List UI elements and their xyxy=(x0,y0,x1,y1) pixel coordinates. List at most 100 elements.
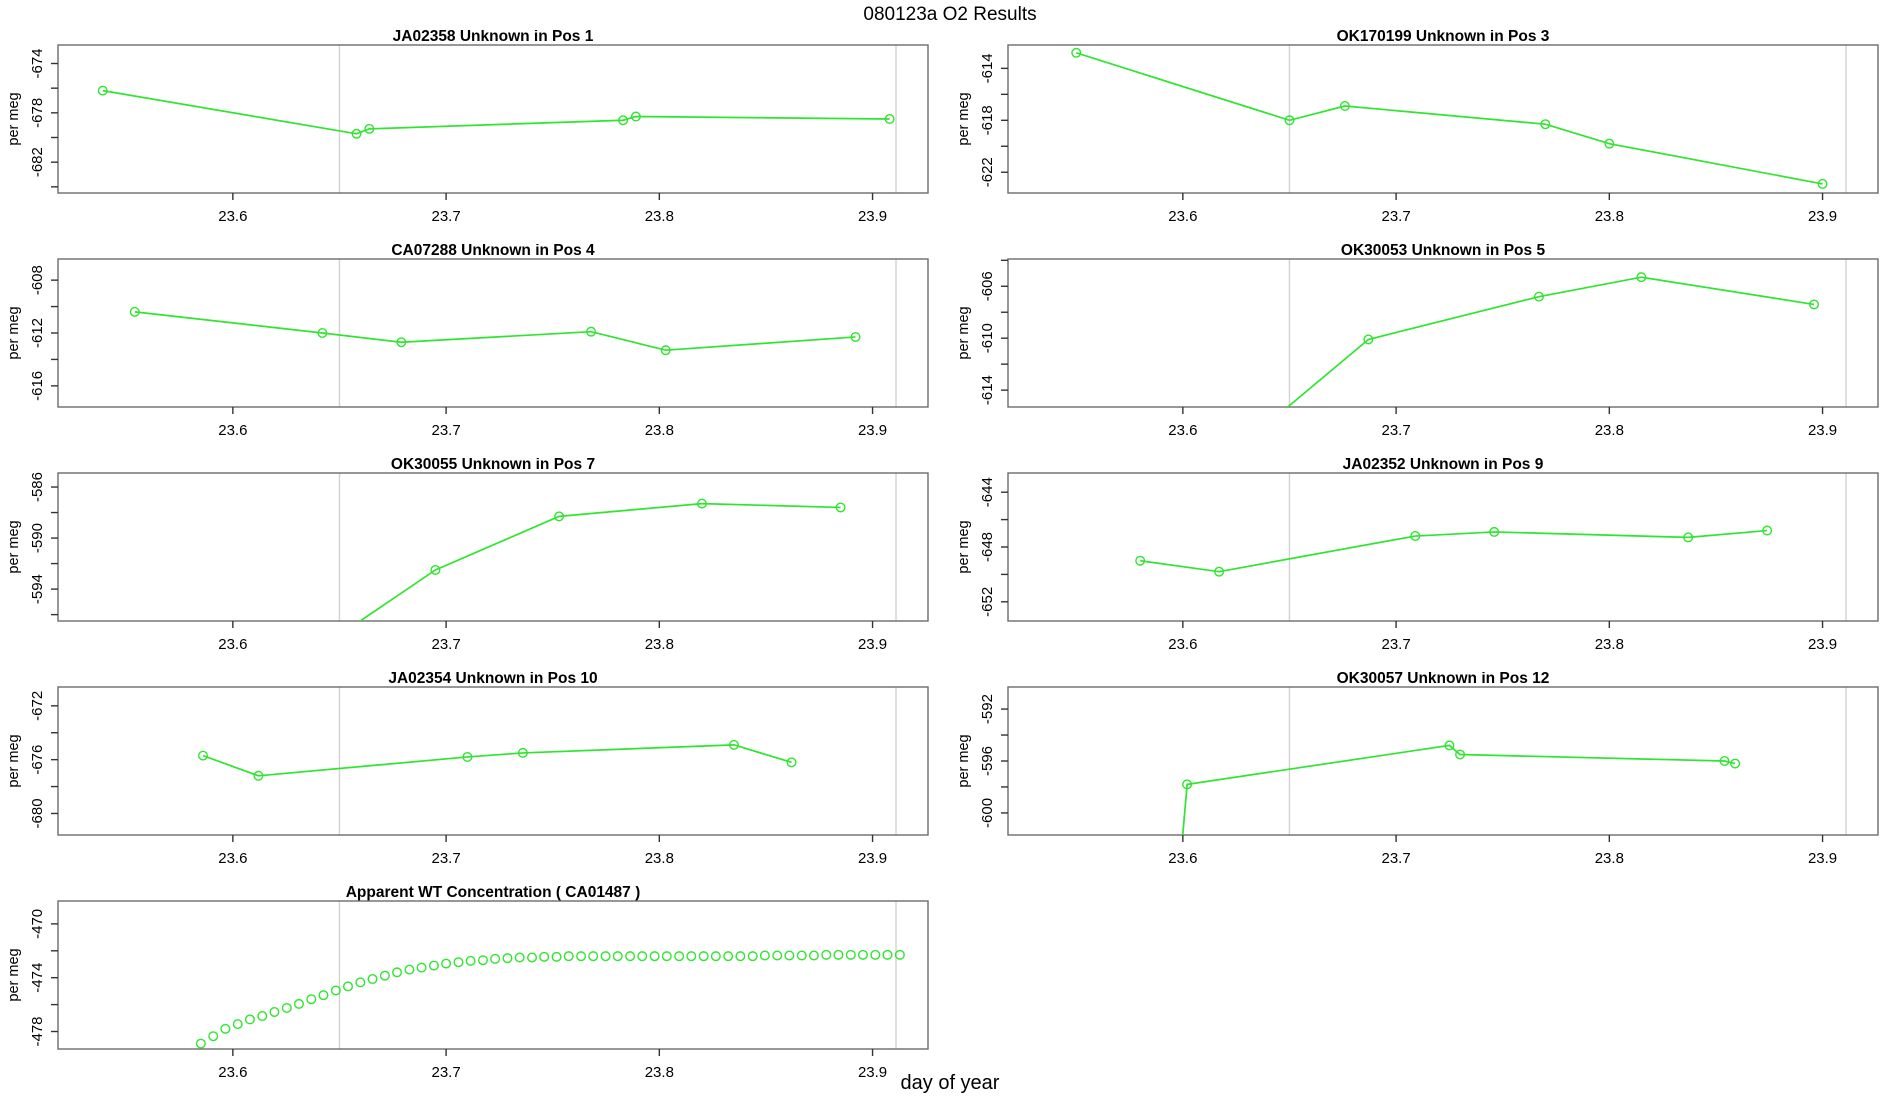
plot-border xyxy=(57,472,929,622)
data-point-marker xyxy=(462,751,473,762)
data-point-marker xyxy=(1636,272,1647,283)
data-point-marker xyxy=(453,957,464,968)
data-point-marker xyxy=(392,967,403,978)
x-tick-label: 23.6 xyxy=(1168,636,1197,653)
subplot-pos7-cell: OK30055 Unknown in Pos 7 23.6 23.7 23.8 23.9… xyxy=(0,458,950,672)
data-point-marker xyxy=(588,951,599,962)
y-axis-label: per meg xyxy=(6,92,22,145)
chart-ok30055: OK30055 Unknown in Pos 7 23.6 23.7 23.8 23.9… xyxy=(6,458,929,653)
data-point-marker xyxy=(759,950,770,961)
data-point-marker xyxy=(514,952,525,963)
data-point-marker xyxy=(1444,740,1455,751)
chart-title: JA02352 Unknown in Pos 9 xyxy=(1343,458,1544,473)
data-point-marker xyxy=(728,739,739,750)
data-point-marker xyxy=(649,951,660,962)
y-tick-label: -610 xyxy=(979,323,996,353)
data-point-marker xyxy=(551,951,562,962)
data-point-marker xyxy=(257,1011,268,1022)
x-tick-label: 23.7 xyxy=(1381,850,1410,867)
data-point-marker xyxy=(527,952,538,963)
x-tick-label: 23.6 xyxy=(218,1064,247,1081)
data-point-marker xyxy=(1071,47,1082,58)
series-line xyxy=(202,743,792,777)
data-point-marker xyxy=(1817,178,1828,189)
data-point-marker xyxy=(367,974,378,985)
data-point-marker xyxy=(845,949,856,960)
chart-title: JA02354 Unknown in Pos 10 xyxy=(388,672,597,687)
data-point-marker xyxy=(796,950,807,961)
y-tick-label: -682 xyxy=(29,147,46,177)
x-tick-label: 23.8 xyxy=(645,636,674,653)
y-tick-label: -672 xyxy=(29,691,46,721)
y-axis-label: per meg xyxy=(6,306,22,359)
x-tick-label: 23.6 xyxy=(1168,850,1197,867)
data-series xyxy=(129,306,861,356)
data-point-marker xyxy=(786,757,797,768)
y-axis-label: per meg xyxy=(6,520,22,573)
y-tick-label: -644 xyxy=(979,477,996,507)
subplot-pos3-cell: OK170199 Unknown in Pos 3 23.6 23.7 23.8 23.… xyxy=(950,30,1900,244)
data-point-marker xyxy=(1284,115,1295,126)
chart-title: Apparent WT Concentration ( CA01487 ) xyxy=(346,886,641,901)
data-point-marker xyxy=(576,951,587,962)
chart-title: OK30055 Unknown in Pos 7 xyxy=(391,458,595,473)
data-point-marker xyxy=(850,331,861,342)
data-point-marker xyxy=(1762,525,1773,536)
data-point-marker xyxy=(870,949,881,960)
plot-border xyxy=(1007,44,1879,194)
data-point-marker xyxy=(637,951,648,962)
x-tick-label: 23.7 xyxy=(431,636,460,653)
data-point-marker xyxy=(306,994,317,1005)
data-point-marker xyxy=(330,985,341,996)
x-tick-label: 23.7 xyxy=(1381,208,1410,225)
data-point-marker xyxy=(404,964,415,975)
x-tick-label: 23.8 xyxy=(645,850,674,867)
y-tick-label: -608 xyxy=(29,265,46,295)
x-tick-label: 23.9 xyxy=(858,208,887,225)
chart-title: OK30053 Unknown in Pos 5 xyxy=(1341,244,1546,259)
data-point-marker xyxy=(1363,334,1374,345)
data-point-marker xyxy=(660,345,671,356)
y-tick-label: -586 xyxy=(29,472,46,502)
series-line xyxy=(1181,744,1736,835)
plot-border xyxy=(1007,686,1879,836)
plot-border xyxy=(57,258,929,408)
series-line xyxy=(1140,529,1768,573)
x-tick-label: 23.6 xyxy=(218,636,247,653)
x-tick-label: 23.8 xyxy=(645,422,674,439)
x-tick-label: 23.9 xyxy=(1808,850,1837,867)
y-tick-label: -652 xyxy=(979,587,996,617)
x-axis-label: day of year xyxy=(900,1072,1000,1094)
chart-ja02352: JA02352 Unknown in Pos 9 23.6 23.7 23.8 23.9… xyxy=(956,458,1879,653)
data-point-marker xyxy=(253,770,264,781)
data-point-marker xyxy=(195,1038,206,1049)
plot-border xyxy=(1007,258,1879,408)
data-point-marker xyxy=(1489,526,1500,537)
subplot-pos10-cell: JA02354 Unknown in Pos 10 23.6 23.7 23.8 23.… xyxy=(0,672,950,886)
x-tick-label: 23.9 xyxy=(858,850,887,867)
x-tick-label: 23.9 xyxy=(858,1064,887,1081)
series-line xyxy=(1286,276,1815,407)
data-point-marker xyxy=(747,951,758,962)
data-point-marker xyxy=(430,564,441,575)
data-point-marker xyxy=(1540,119,1551,130)
series-line xyxy=(1075,51,1823,185)
chart-ok30057: OK30057 Unknown in Pos 12 23.6 23.7 23.8 23.… xyxy=(956,672,1879,867)
subplot-pos12-cell: OK30057 Unknown in Pos 12 23.6 23.7 23.8 23.… xyxy=(950,672,1900,886)
data-point-marker xyxy=(502,953,513,964)
data-point-marker xyxy=(269,1006,280,1017)
subplot-pos1-cell: JA02358 Unknown in Pos 1 23.6 23.7 23.8 23.9… xyxy=(0,30,950,244)
plot-border xyxy=(57,44,929,194)
subplot-wt-cell: Apparent WT Concentration ( CA01487 ) 23.… xyxy=(0,886,950,1100)
y-tick-label: -594 xyxy=(29,574,46,604)
y-axis-label: per meg xyxy=(956,520,972,573)
data-series xyxy=(195,949,905,1049)
y-tick-label: -676 xyxy=(29,745,46,775)
data-point-marker xyxy=(784,950,795,961)
data-point-marker xyxy=(772,950,783,961)
x-tick-label: 23.9 xyxy=(1808,208,1837,225)
data-point-marker xyxy=(630,111,641,122)
data-point-marker xyxy=(884,113,895,124)
data-point-marker xyxy=(1809,299,1820,310)
x-tick-label: 23.9 xyxy=(858,422,887,439)
